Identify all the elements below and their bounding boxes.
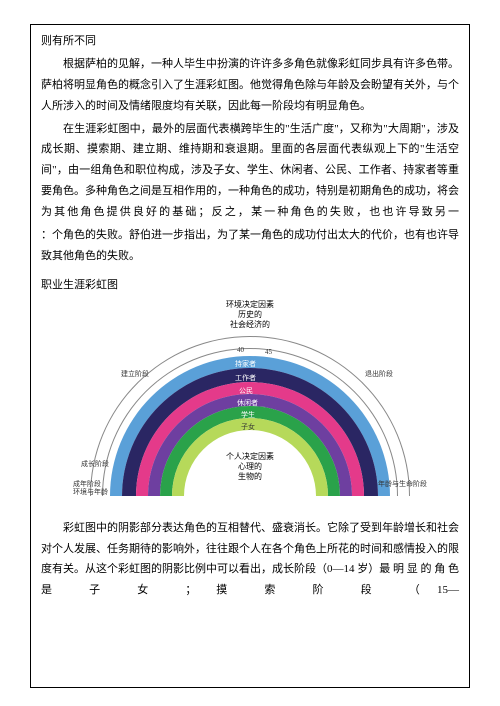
rainbow-chart-canvas: 环境决定因素 历史的 社会经济的 40 45 持家者 工作者 公民 休闲者 学生… (75, 300, 425, 510)
band-leisure-label: 休闲者 (237, 399, 258, 407)
label-personal: 个人决定因素 (75, 452, 425, 462)
label-env: 环境决定因素 (75, 300, 425, 310)
para-4: 彩虹图中的阴影部分表达角色的互相替代、盛衰消长。它除了受到年龄增长和社会对个人发… (41, 518, 459, 602)
band-outer-label: 持家者 (235, 360, 256, 368)
para-3: ：个角色的失败。舒伯进一步指出，为了某一角色的成功付出太大的代价，也有也许导致其… (41, 225, 459, 267)
para-1: 根据萨柏的见解，一种人毕生中扮演的许许多多角色就像彩虹同步具有许多色带。萨柏将明… (41, 54, 459, 117)
chart-center-labels: 个人决定因素 心理的 生物的 (75, 452, 425, 483)
label-psych: 心理的 (75, 462, 425, 472)
band-student-label: 学生 (241, 411, 255, 419)
para-2: 在生涯彩虹图中，最外的层面代表横跨毕生的"生活广度"，又称为"大周期"，涉及成长… (41, 119, 459, 223)
chart-top-labels: 环境决定因素 历史的 社会经济的 (75, 300, 425, 331)
stage-right: 年龄与生命阶段 (378, 480, 427, 488)
band-citizen-label: 公民 (239, 387, 253, 395)
stage-left2: 成年阶段 环境与年龄 (73, 480, 108, 497)
label-history: 历史的 (75, 310, 425, 320)
stage-left1: 成长阶段 (81, 460, 109, 468)
para-0: 则有所不同 (41, 31, 459, 52)
stage-tuichu: 退出阶段 (365, 370, 393, 378)
band-worker-label: 工作者 (235, 374, 256, 382)
label-age-45: 45 (265, 348, 272, 356)
stage-jianli: 建立阶段 (121, 370, 149, 378)
page-frame: 则有所不同 根据萨柏的见解，一种人毕生中扮演的许许多多角色就像彩虹同步具有许多色… (30, 24, 470, 688)
band-child-label: 子女 (241, 423, 255, 431)
label-bio: 生物的 (75, 472, 425, 482)
rainbow-chart: 环境决定因素 历史的 社会经济的 40 45 持家者 工作者 公民 休闲者 学生… (41, 300, 459, 510)
chart-title: 职业生涯彩虹图 (41, 275, 459, 296)
label-social: 社会经济的 (75, 320, 425, 330)
label-age-40: 40 (237, 346, 244, 354)
